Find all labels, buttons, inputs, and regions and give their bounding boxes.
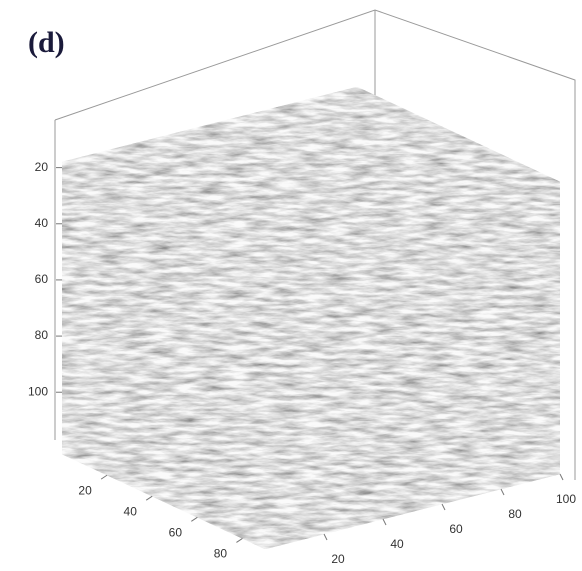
y-tick-label: 60	[449, 522, 463, 536]
z-tick-label: 40	[35, 216, 49, 230]
z-tick-label: 20	[35, 160, 49, 174]
x-tick	[236, 538, 242, 542]
x-tick	[191, 517, 197, 521]
chart: (d) 20 40 60 80 100 20 40 60 80 20 40 60 80 100	[0, 0, 582, 571]
y-tick	[383, 519, 386, 525]
y-tick	[324, 534, 327, 540]
x-tick-label: 40	[124, 504, 138, 518]
x-tick-label: 80	[214, 547, 228, 561]
y-tick	[501, 489, 504, 495]
y-tick-label: 40	[390, 537, 404, 551]
y-tick-label: 80	[508, 507, 522, 521]
y-tick-label: 100	[556, 492, 576, 506]
y-tick-label: 20	[331, 552, 345, 566]
x-tick	[101, 475, 107, 479]
z-tick-label: 80	[35, 328, 49, 342]
y-tick	[560, 474, 563, 480]
x-tick-label: 20	[78, 483, 92, 497]
x-tick	[146, 496, 152, 500]
z-tick-label: 100	[28, 384, 48, 398]
x-tick-label: 60	[169, 526, 183, 540]
volume	[62, 87, 560, 549]
y-tick	[442, 504, 445, 510]
chart-title: (d)	[28, 26, 65, 59]
z-tick-label: 60	[35, 272, 49, 286]
